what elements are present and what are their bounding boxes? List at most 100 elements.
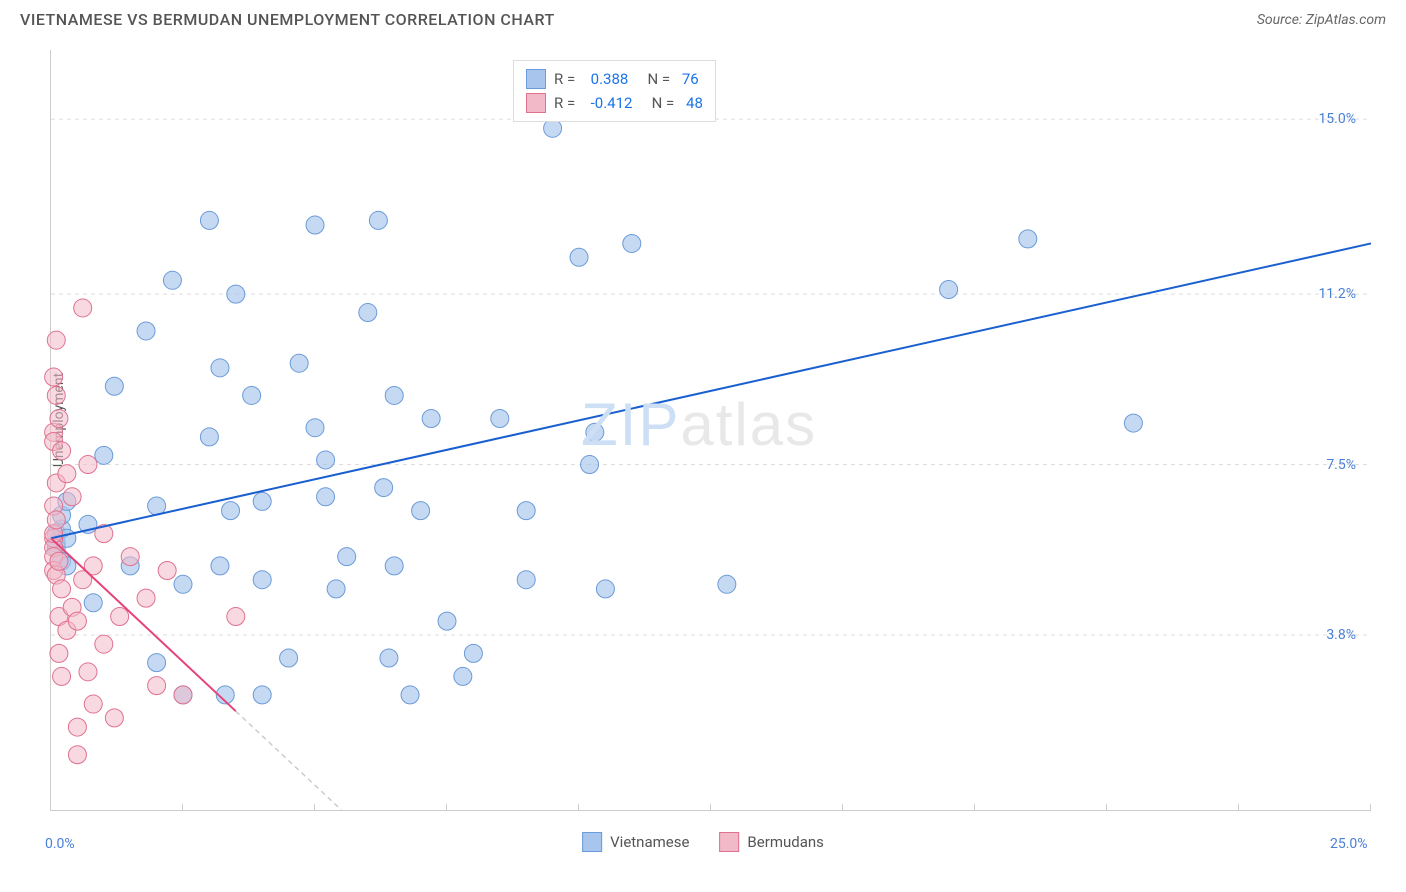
scatter-point (464, 644, 482, 662)
scatter-point (544, 119, 562, 137)
correlation-legend: R = 0.388 N = 76R = -0.412 N = 48 (513, 60, 716, 122)
scatter-point (148, 654, 166, 672)
legend-swatch (719, 832, 739, 852)
series-legend-item: Vietnamese (582, 832, 689, 852)
scatter-point (253, 492, 271, 510)
scatter-point (68, 746, 86, 764)
x-tick-mark (314, 804, 315, 810)
scatter-point (137, 322, 155, 340)
scatter-point (174, 686, 192, 704)
x-tick-mark (446, 804, 447, 810)
scatter-point (47, 386, 65, 404)
scatter-point (1019, 230, 1037, 248)
scatter-point (623, 234, 641, 252)
y-tick-label: 11.2% (1318, 286, 1356, 302)
scatter-point (517, 502, 535, 520)
chart-title: VIETNAMESE VS BERMUDAN UNEMPLOYMENT CORR… (20, 10, 555, 29)
scatter-point (280, 649, 298, 667)
scatter-point (596, 580, 614, 598)
scatter-point (200, 428, 218, 446)
r-value: 0.388 (591, 67, 629, 91)
x-tick-mark (578, 804, 579, 810)
scatter-point (359, 304, 377, 322)
legend-swatch (582, 832, 602, 852)
scatter-point (63, 488, 81, 506)
scatter-point (385, 557, 403, 575)
header: VIETNAMESE VS BERMUDAN UNEMPLOYMENT CORR… (0, 0, 1406, 34)
scatter-point (50, 409, 68, 427)
x-tick-mark (1106, 804, 1107, 810)
scatter-point (306, 419, 324, 437)
scatter-point (380, 649, 398, 667)
scatter-point (50, 552, 68, 570)
x-tick-mark (974, 804, 975, 810)
r-label: R = (554, 67, 583, 91)
scatter-point (517, 571, 535, 589)
scatter-point (111, 608, 129, 626)
chart-container: VIETNAMESE VS BERMUDAN UNEMPLOYMENT CORR… (0, 0, 1406, 892)
scatter-point (401, 686, 419, 704)
legend-swatch (526, 69, 546, 89)
scatter-point (306, 216, 324, 234)
x-tick-mark (1370, 804, 1371, 810)
scatter-point (121, 548, 139, 566)
scatter-point (68, 612, 86, 630)
scatter-point (53, 442, 71, 460)
legend-swatch (526, 93, 546, 113)
scatter-point (317, 451, 335, 469)
scatter-point (137, 589, 155, 607)
scatter-point (253, 686, 271, 704)
scatter-point (74, 299, 92, 317)
scatter-point (422, 409, 440, 427)
scatter-point (211, 359, 229, 377)
scatter-point (174, 575, 192, 593)
scatter-point (79, 456, 97, 474)
scatter-point (47, 331, 65, 349)
scatter-point (290, 354, 308, 372)
scatter-point (95, 635, 113, 653)
x-tick-mark (710, 804, 711, 810)
series-legend-item: Bermudans (719, 832, 823, 852)
scatter-point (586, 423, 604, 441)
plot-area: ZIPatlas R = 0.388 N = 76R = -0.412 N = … (50, 50, 1371, 811)
r-label: R = (554, 91, 583, 115)
scatter-point (53, 667, 71, 685)
scatter-point (68, 718, 86, 736)
x-tick-mark (182, 804, 183, 810)
scatter-point (95, 446, 113, 464)
x-tick-label: 0.0% (45, 836, 75, 852)
y-tick-label: 7.5% (1326, 457, 1356, 473)
scatter-point (491, 409, 509, 427)
scatter-point (200, 211, 218, 229)
n-value: 48 (686, 91, 703, 115)
scatter-point (243, 386, 261, 404)
n-value: 76 (682, 67, 699, 91)
scatter-point (412, 502, 430, 520)
r-value: -0.412 (591, 91, 633, 115)
scatter-point (105, 709, 123, 727)
scatter-point (317, 488, 335, 506)
scatter-point (570, 248, 588, 266)
scatter-point (58, 465, 76, 483)
scatter-point (581, 456, 599, 474)
legend-row: R = 0.388 N = 76 (526, 67, 703, 91)
legend-row: R = -0.412 N = 48 (526, 91, 703, 115)
y-tick-label: 15.0% (1318, 111, 1356, 127)
scatter-point (338, 548, 356, 566)
n-label: N = (636, 67, 674, 91)
scatter-point (385, 386, 403, 404)
x-tick-mark (842, 804, 843, 810)
scatter-point (84, 695, 102, 713)
scatter-point (438, 612, 456, 630)
scatter-point (369, 211, 387, 229)
scatter-point (105, 377, 123, 395)
series-label: Bermudans (747, 833, 823, 851)
scatter-point (227, 608, 245, 626)
scatter-point (47, 511, 65, 529)
scatter-point (222, 502, 240, 520)
scatter-point (227, 285, 245, 303)
scatter-point (718, 575, 736, 593)
scatter-point (375, 479, 393, 497)
n-label: N = (640, 91, 678, 115)
series-label: Vietnamese (610, 833, 689, 851)
